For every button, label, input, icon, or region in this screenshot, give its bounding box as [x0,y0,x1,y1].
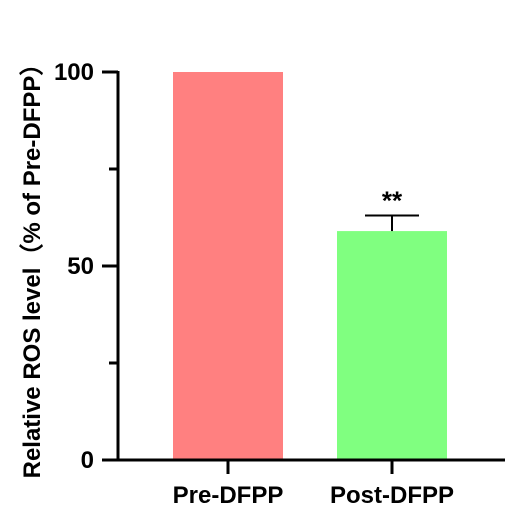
y-axis-label: Relative ROS level（% of Pre-DFPP） [19,52,46,479]
x-tick-label: Post-DFPP [330,482,454,509]
bar-pre-dfpp [173,72,283,460]
chart-marks: ** 0 50 100 Pre-DFPP Post-DFPP [54,59,505,509]
significance-marker: ** [382,186,403,216]
x-tick-label: Pre-DFPP [173,482,284,509]
y-tick-label: 0 [81,447,94,474]
y-tick-label: 50 [67,253,94,280]
bar-post-dfpp [337,231,447,460]
y-tick-label: 100 [54,59,94,86]
